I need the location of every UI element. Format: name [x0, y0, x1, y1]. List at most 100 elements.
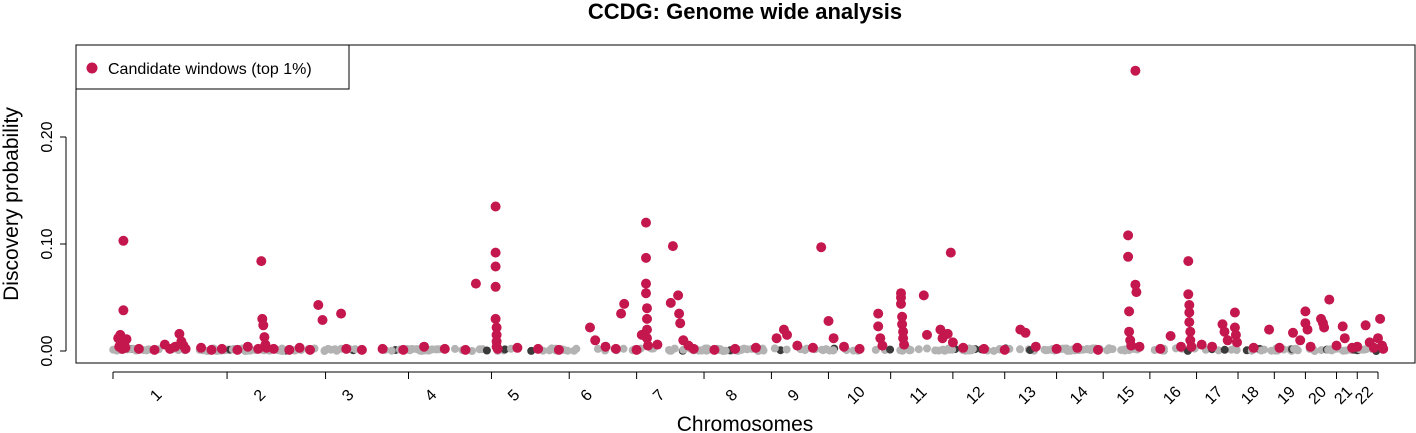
data-point [873, 308, 884, 319]
background-point [939, 345, 947, 354]
background-point [905, 346, 914, 355]
background-point [931, 346, 940, 355]
data-point [1274, 342, 1285, 353]
data-point [1155, 343, 1166, 354]
x-tick-label: 1 [147, 387, 165, 405]
data-point [1130, 279, 1141, 290]
data-point [1229, 322, 1240, 333]
x-tick-label: 2 [251, 387, 269, 405]
data-point [336, 308, 347, 319]
data-point [1131, 287, 1142, 298]
data-point [792, 340, 803, 351]
data-point [942, 328, 953, 339]
data-point [1183, 256, 1194, 267]
data-point [816, 242, 827, 253]
x-tick-label: 13 [1015, 383, 1040, 408]
background-point [619, 344, 628, 353]
background-point [428, 345, 437, 354]
x-tick-label: 15 [1114, 383, 1139, 408]
background-point [871, 345, 880, 354]
background-point [923, 344, 931, 353]
background-point [1040, 345, 1049, 354]
background-point [886, 345, 895, 354]
background-point [320, 346, 329, 355]
background-point [1232, 346, 1241, 355]
data-point [641, 278, 651, 289]
data-point [1185, 326, 1196, 337]
x-tick-label: 3 [339, 387, 357, 405]
data-point [643, 340, 653, 351]
data-point [674, 308, 685, 319]
data-point [294, 342, 305, 353]
data-point [709, 344, 720, 355]
data-point [1183, 289, 1194, 300]
data-point [619, 298, 630, 309]
data-point [491, 322, 502, 333]
data-point [1184, 307, 1195, 318]
data-point [667, 241, 678, 252]
data-point [1295, 335, 1306, 346]
data-point [490, 261, 501, 272]
data-point [1324, 294, 1335, 305]
data-point [839, 341, 849, 352]
data-point [174, 328, 185, 339]
x-tick-label: 17 [1202, 383, 1227, 408]
data-point [750, 342, 761, 353]
data-point [688, 343, 699, 354]
y-tick-label: 0.10 [39, 228, 56, 259]
x-tick-label: 7 [650, 387, 668, 405]
data-point [675, 318, 686, 329]
x-tick-label: 5 [505, 387, 523, 405]
background-point [948, 345, 957, 354]
data-point [232, 344, 243, 355]
data-point [121, 334, 132, 345]
data-point [771, 333, 782, 344]
data-point [1184, 317, 1195, 328]
data-point [118, 235, 129, 246]
data-point [341, 343, 352, 354]
background-point [326, 345, 335, 354]
background-point [1103, 346, 1112, 355]
data-point [999, 344, 1010, 355]
data-point [196, 342, 207, 353]
data-point [922, 329, 932, 340]
data-point [958, 342, 969, 353]
data-point [823, 316, 834, 326]
data-point [1375, 313, 1386, 324]
data-point [730, 343, 741, 354]
data-point [1123, 230, 1134, 241]
data-point [305, 344, 315, 355]
background-point [701, 344, 710, 353]
data-point [313, 300, 324, 310]
data-point [610, 343, 621, 354]
data-point [828, 333, 839, 344]
data-point [1373, 333, 1383, 344]
data-point [1232, 337, 1242, 348]
data-point [947, 337, 958, 348]
x-tick-label: 6 [578, 387, 596, 405]
data-point [616, 308, 627, 319]
data-point [1072, 342, 1083, 353]
legend-marker [86, 62, 98, 74]
data-point [979, 343, 989, 354]
data-point [1288, 327, 1298, 338]
data-point [1123, 251, 1134, 262]
data-point [665, 297, 676, 308]
data-point [673, 290, 684, 301]
background-point [825, 346, 834, 355]
data-point [1300, 306, 1311, 317]
data-point [642, 313, 652, 324]
data-point [935, 324, 946, 335]
background-point [482, 346, 491, 355]
data-point [1219, 326, 1230, 337]
background-point [500, 345, 509, 354]
data-point [877, 340, 888, 351]
background-point [1257, 346, 1266, 355]
data-point [470, 278, 481, 289]
data-point [118, 305, 129, 316]
data-point [1222, 335, 1233, 346]
data-point [1248, 342, 1259, 353]
data-point [897, 319, 908, 330]
data-point [631, 344, 642, 355]
